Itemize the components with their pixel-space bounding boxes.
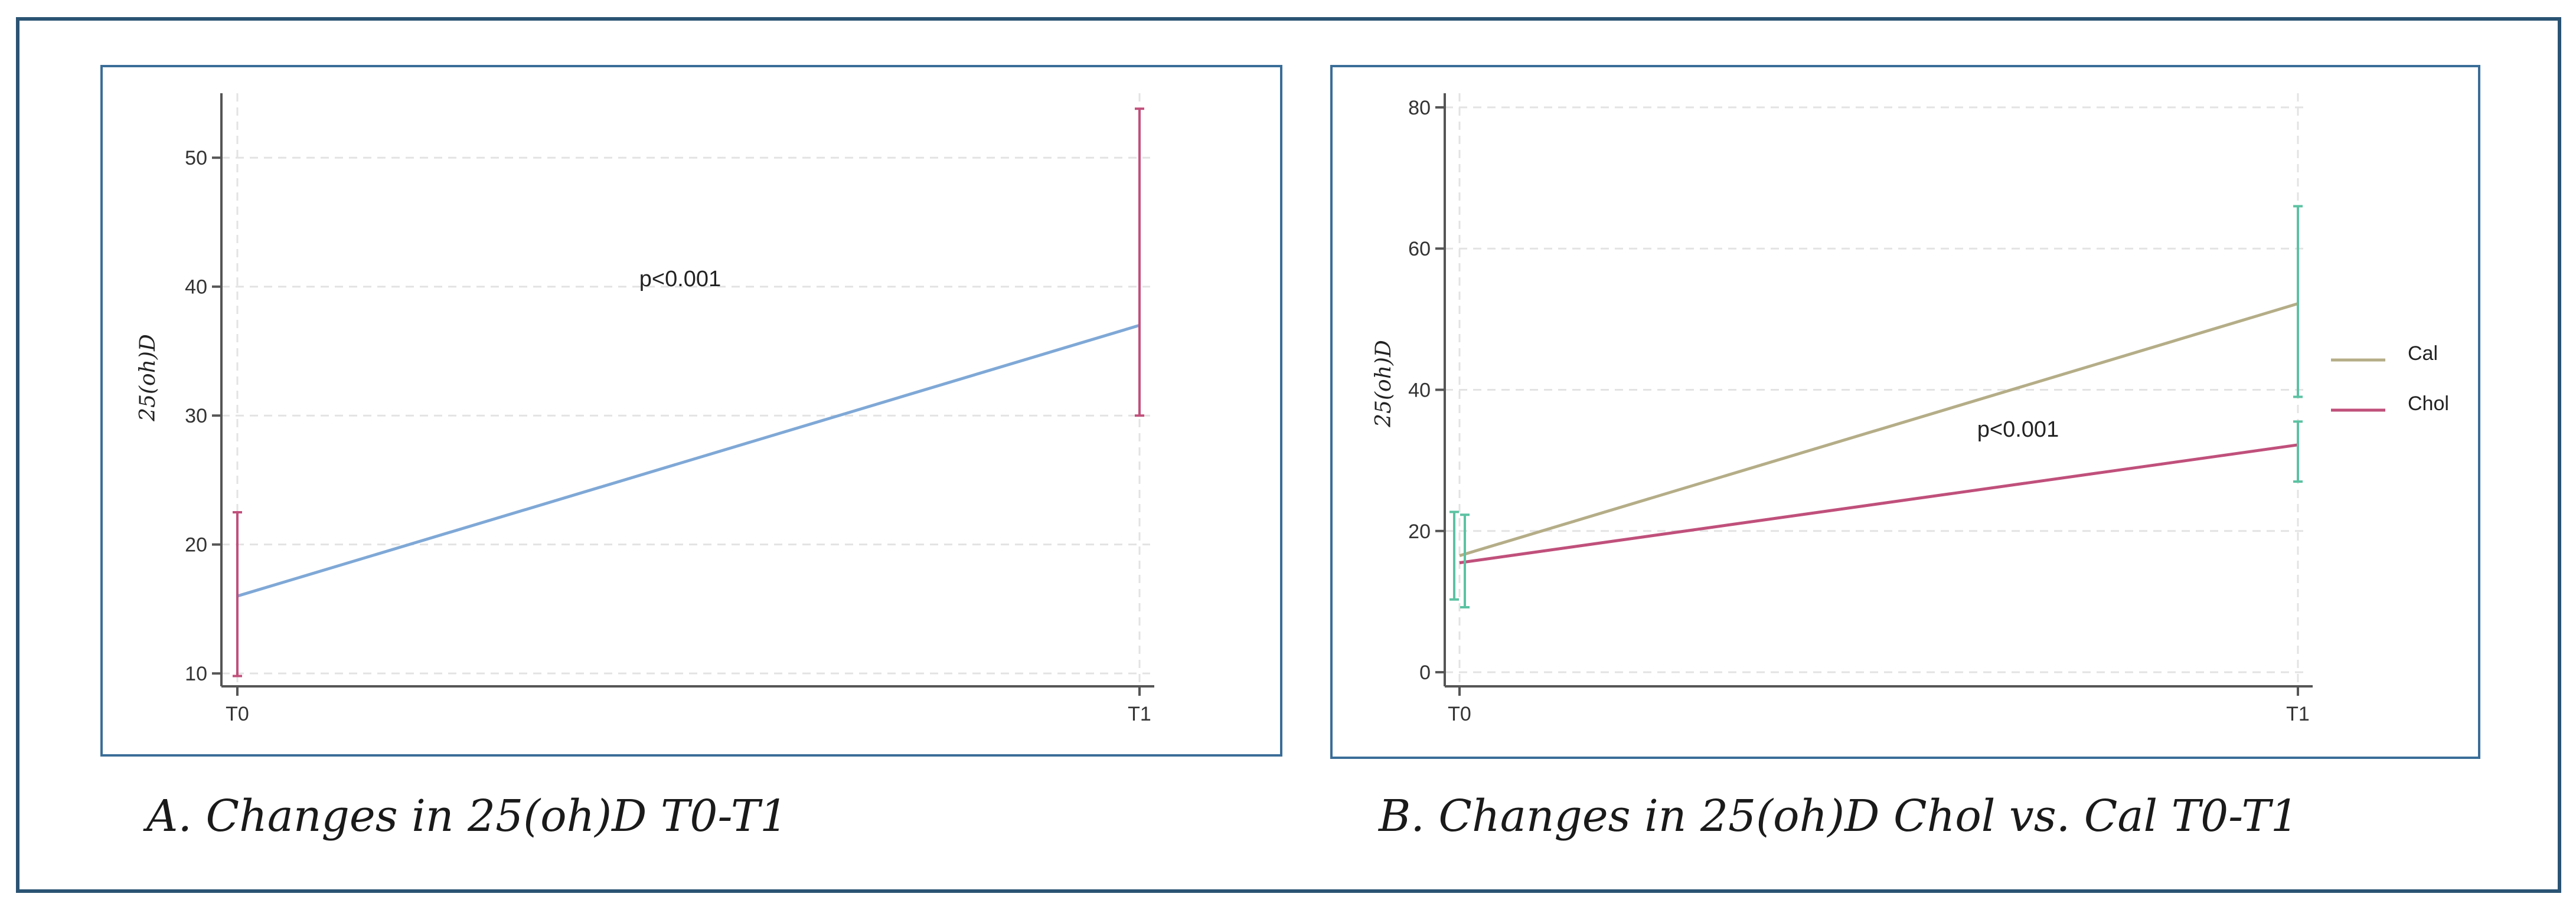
a-y-tick-label-50: 50 [185, 147, 207, 169]
panel-a-frame [100, 65, 1282, 757]
a-y-tick-label-40: 40 [185, 276, 207, 299]
b-x-tick-label-T1: T1 [2286, 703, 2310, 725]
b-y-axis-label: 25(oh)D [1372, 340, 1396, 428]
a-x-tick-label-T0: T0 [226, 703, 249, 725]
b-legend-label-cal: Cal [2408, 342, 2438, 365]
panel-a: 10 20 30 40 50 T0 T1 25(oh)D p<0.001 [100, 65, 1282, 757]
a-pvalue-annotation: p<0.001 [639, 267, 721, 292]
b-legend-label-chol: Chol [2408, 392, 2449, 415]
panel-b: 0 20 40 60 80 T0 T1 25(oh)D p<0.001 Cal Chol [1330, 65, 2480, 759]
a-y-tick-label-30: 30 [185, 405, 207, 427]
figure-outer-frame [16, 17, 2561, 893]
b-y-tick-label-40: 40 [1408, 379, 1431, 402]
caption-a: A. Changes in 25(oh)D T0-T1 [146, 791, 788, 842]
a-y-tick-label-20: 20 [185, 534, 207, 557]
b-x-tick-label-T0: T0 [1448, 703, 1471, 725]
b-line-cal [1459, 302, 2299, 558]
caption-b: B. Changes in 25(oh)D Chol vs. Cal T0-T1 [1379, 791, 2299, 842]
b-y-tick-label-20: 20 [1408, 521, 1431, 543]
b-pvalue-annotation: p<0.001 [1977, 417, 2059, 442]
b-y-tick-label-60: 60 [1408, 238, 1431, 260]
a-x-tick-label-T1: T1 [1128, 703, 1151, 725]
a-y-tick-label-10: 10 [185, 663, 207, 685]
b-y-tick-label-0: 0 [1419, 662, 1431, 684]
a-line-series [237, 323, 1140, 598]
b-line-chol [1459, 443, 2299, 565]
b-y-tick-label-80: 80 [1408, 97, 1431, 119]
a-y-axis-label: 25(oh)D [136, 334, 160, 422]
panel-b-frame [1330, 65, 2480, 759]
